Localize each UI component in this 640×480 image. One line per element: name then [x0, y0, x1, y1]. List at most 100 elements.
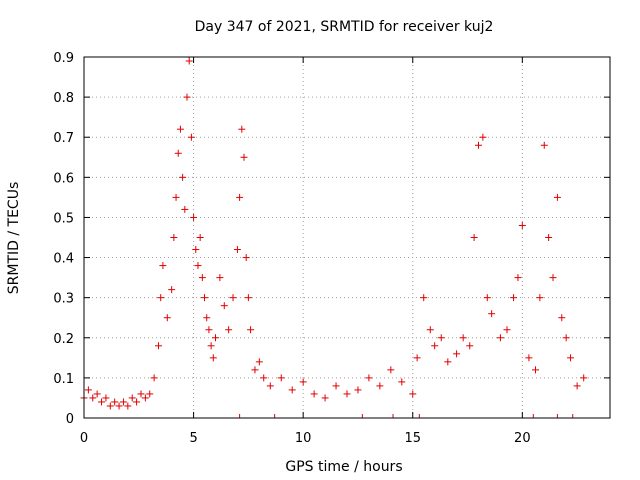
data-point	[413, 354, 421, 362]
data-point	[201, 294, 209, 302]
data-point	[174, 149, 182, 157]
data-point	[266, 382, 274, 390]
data-point	[194, 262, 202, 270]
data-point	[573, 382, 581, 390]
y-tick-label: 0.9	[53, 51, 74, 66]
data-point	[518, 221, 526, 229]
data-point	[240, 153, 248, 161]
x-tick-label: 20	[514, 431, 531, 446]
data-point	[558, 314, 566, 322]
data-point	[106, 402, 114, 410]
data-point	[163, 314, 171, 322]
data-point	[93, 390, 101, 398]
data-point	[205, 326, 213, 334]
data-point	[225, 326, 233, 334]
data-point	[420, 294, 428, 302]
data-point	[187, 133, 195, 141]
data-point	[102, 394, 110, 402]
data-point	[159, 262, 167, 270]
data-point	[567, 354, 575, 362]
data-point	[168, 286, 176, 294]
data-point	[409, 390, 417, 398]
y-tick-label: 0.6	[53, 171, 74, 186]
data-point	[453, 350, 461, 358]
data-point	[387, 366, 395, 374]
y-tick-label: 0.1	[53, 372, 74, 387]
data-point	[216, 274, 224, 282]
data-point	[236, 193, 244, 201]
data-point	[207, 342, 215, 350]
data-point	[549, 274, 557, 282]
data-point	[233, 246, 241, 254]
data-point	[354, 386, 362, 394]
data-point	[229, 294, 237, 302]
data-point	[288, 386, 296, 394]
data-point	[203, 314, 211, 322]
y-tick-label: 0.3	[53, 292, 74, 307]
data-point	[196, 234, 204, 241]
data-point	[150, 374, 158, 382]
data-point	[247, 326, 255, 334]
data-point	[343, 390, 351, 398]
data-point	[155, 342, 163, 350]
data-point	[310, 390, 318, 398]
data-point	[238, 125, 246, 133]
data-point	[119, 398, 127, 406]
data-point	[89, 394, 97, 402]
data-point	[212, 334, 219, 342]
data-point	[244, 294, 252, 302]
y-tick-label: 0.8	[53, 91, 74, 106]
data-point	[525, 354, 533, 362]
data-point	[503, 326, 511, 334]
data-point	[185, 57, 193, 65]
data-point	[190, 213, 198, 221]
x-tick-label: 0	[80, 431, 88, 446]
data-point	[470, 234, 478, 241]
data-point	[242, 254, 250, 262]
data-point	[179, 173, 187, 181]
data-point	[124, 402, 132, 410]
data-point	[209, 354, 217, 362]
data-point	[260, 374, 268, 382]
y-tick-label: 0.7	[53, 131, 74, 146]
y-tick-label: 0.5	[53, 211, 74, 226]
data-point	[475, 141, 482, 149]
y-tick-label: 0.4	[53, 252, 74, 267]
data-point	[444, 358, 452, 366]
chart-title: Day 347 of 2021, SRMTID for receiver kuj…	[195, 19, 494, 35]
data-point	[84, 386, 92, 394]
data-point	[514, 274, 522, 282]
data-point	[376, 382, 384, 390]
data-point	[545, 234, 553, 241]
x-tick-label: 15	[404, 431, 421, 446]
grid-layer	[84, 57, 610, 418]
data-point	[170, 234, 178, 241]
x-tick-label: 5	[189, 431, 197, 446]
data-point	[111, 398, 119, 406]
data-point	[580, 374, 588, 382]
data-point	[157, 294, 165, 302]
data-point	[488, 310, 496, 318]
data-point	[181, 205, 189, 213]
y-tick-label: 0	[66, 412, 74, 427]
data-point	[198, 274, 206, 282]
data-point	[137, 390, 145, 398]
data-point	[176, 125, 184, 133]
data-point	[251, 366, 259, 374]
data-point	[321, 394, 329, 402]
data-point	[220, 302, 228, 310]
data-point	[459, 334, 467, 342]
data-point	[553, 193, 561, 201]
data-point	[431, 342, 439, 350]
data-point	[98, 398, 106, 406]
data-point	[496, 334, 504, 342]
plot-frame	[83, 56, 611, 419]
tick-labels: 0 0.1 0.2 0.3 0.4 0.5 0.6 0.7 0.8 0.9 0 5 10 15 20	[53, 51, 530, 446]
data-point	[398, 378, 406, 386]
data-point	[146, 390, 154, 398]
data-point	[128, 394, 136, 402]
baseline-markers	[239, 414, 574, 418]
data-point	[277, 374, 285, 382]
